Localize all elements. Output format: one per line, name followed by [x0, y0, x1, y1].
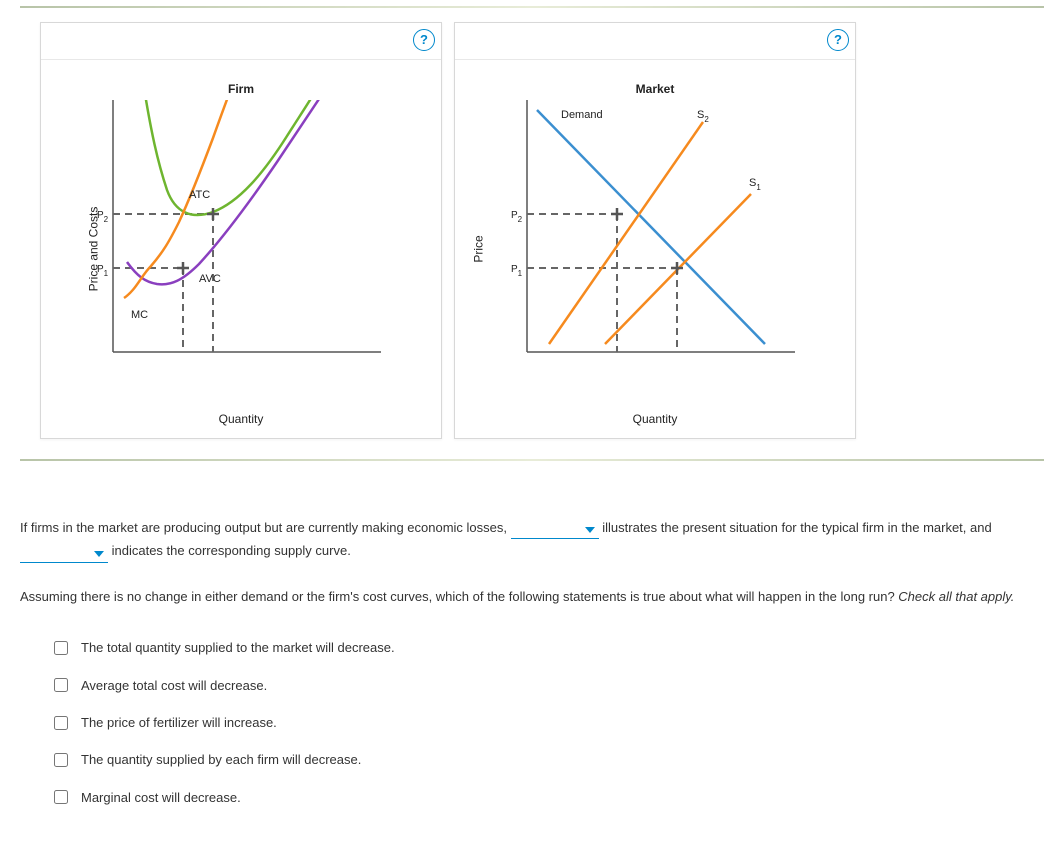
svg-text:S1: S1	[749, 177, 761, 192]
checkbox-row: The price of fertilizer will increase.	[50, 704, 1024, 741]
svg-text:MC: MC	[131, 309, 148, 321]
dropdown-1[interactable]	[511, 520, 599, 539]
mid-divider	[20, 459, 1044, 461]
question-sentence-2: Assuming there is no change in either de…	[20, 585, 1024, 608]
checkbox-row: The total quantity supplied to the marke…	[50, 629, 1024, 666]
question-sentence-1: If firms in the market are producing out…	[20, 516, 1024, 563]
option-label: The price of fertilizer will increase.	[81, 711, 277, 734]
dropdown-2[interactable]	[20, 544, 108, 563]
svg-text:ATC: ATC	[189, 189, 210, 201]
market-chart-title: Market	[455, 82, 855, 96]
firm-chart-card: ? Firm Price and Costs P2P1ATCAVCMC Quan…	[40, 22, 442, 439]
checkbox-list: The total quantity supplied to the marke…	[20, 621, 1024, 816]
chart-header: ?	[41, 23, 441, 60]
firm-x-axis-label: Quantity	[41, 412, 441, 426]
q2-text-a: Assuming there is no change in either de…	[20, 589, 898, 604]
svg-text:P2: P2	[97, 210, 109, 224]
checkbox-row: The quantity supplied by each firm will …	[50, 741, 1024, 778]
option-checkbox[interactable]	[54, 790, 68, 804]
chart-header: ?	[455, 23, 855, 60]
svg-text:S2: S2	[697, 109, 709, 124]
question-area: If firms in the market are producing out…	[0, 475, 1064, 836]
q1-text-a: If firms in the market are producing out…	[20, 520, 511, 535]
market-chart-card: ? Market Price P2 P1 Demand S2 S1 Quantity	[454, 22, 856, 439]
option-label: Marginal cost will decrease.	[81, 786, 241, 809]
option-checkbox[interactable]	[54, 678, 68, 692]
option-label: The quantity supplied by each firm will …	[81, 748, 361, 771]
svg-text:AVC: AVC	[199, 273, 221, 285]
help-icon[interactable]: ?	[827, 29, 849, 51]
chart-body: Market Price P2 P1 Demand S2 S1 Quantity	[455, 60, 855, 438]
top-divider	[20, 6, 1044, 8]
option-checkbox[interactable]	[54, 716, 68, 730]
help-icon[interactable]: ?	[413, 29, 435, 51]
checkbox-row: Marginal cost will decrease.	[50, 779, 1024, 816]
q2-instruction: Check all that apply.	[898, 589, 1014, 604]
chart-body: Firm Price and Costs P2P1ATCAVCMC Quanti…	[41, 60, 441, 438]
option-label: Average total cost will decrease.	[81, 674, 267, 697]
svg-text:P2: P2	[511, 210, 523, 224]
market-x-axis-label: Quantity	[455, 412, 855, 426]
svg-text:Demand: Demand	[561, 109, 603, 121]
q1-text-c: indicates the corresponding supply curve…	[112, 543, 351, 558]
checkbox-row: Average total cost will decrease.	[50, 667, 1024, 704]
charts-row: ? Firm Price and Costs P2P1ATCAVCMC Quan…	[0, 22, 1064, 439]
option-checkbox[interactable]	[54, 641, 68, 655]
firm-chart-title: Firm	[41, 82, 441, 96]
firm-plot: P2 P1 ATC AVC MC	[91, 100, 401, 390]
option-label: The total quantity supplied to the marke…	[81, 636, 395, 659]
option-checkbox[interactable]	[54, 753, 68, 767]
svg-text:P1: P1	[511, 264, 523, 278]
market-y-axis-label: Price	[472, 235, 486, 262]
svg-text:P1: P1	[97, 264, 109, 278]
market-plot: P2 P1 Demand S2 S1	[505, 100, 815, 390]
q1-text-b: illustrates the present situation for th…	[602, 520, 991, 535]
